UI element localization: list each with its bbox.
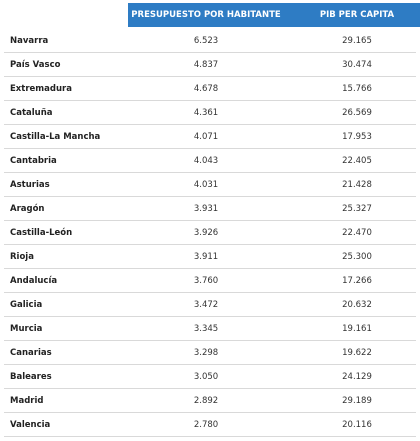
presupuesto-value: 6.523: [193, 36, 219, 46]
table-row: Madrid 2.892 29.189: [4, 389, 416, 413]
presupuesto-value: 3.911: [193, 252, 219, 262]
pib-value: 19.622: [342, 348, 372, 358]
region-name: Cantabria: [10, 156, 57, 166]
header-background: [128, 3, 420, 27]
region-name: Extremadura: [10, 84, 72, 94]
region-name: Navarra: [10, 36, 49, 46]
region-name: Valencia: [10, 420, 51, 430]
region-name: Aragón: [10, 204, 45, 214]
region-name: Castilla-La Mancha: [10, 132, 101, 142]
pib-value: 29.165: [342, 36, 372, 46]
pib-value: 22.470: [342, 228, 372, 238]
presupuesto-value: 4.043: [193, 156, 219, 166]
pib-value: 17.953: [342, 132, 372, 142]
region-name: Madrid: [10, 396, 44, 406]
region-name: Cataluña: [10, 108, 53, 118]
presupuesto-value: 3.472: [193, 300, 219, 310]
presupuesto-value: 2.780: [193, 420, 219, 430]
pib-value: 17.266: [342, 276, 372, 286]
presupuesto-value: 4.678: [193, 84, 219, 94]
region-name: Castilla-León: [10, 228, 73, 238]
table-row: Baleares 3.050 24.129: [4, 365, 416, 389]
presupuesto-value: 4.837: [193, 60, 219, 70]
presupuesto-value: 3.760: [193, 276, 219, 286]
region-name: País Vasco: [10, 60, 61, 70]
region-name: Murcia: [10, 324, 43, 334]
presupuesto-value: 4.031: [193, 180, 219, 190]
presupuesto-value: 3.926: [193, 228, 219, 238]
table-row: Murcia 3.345 19.161: [4, 317, 416, 341]
presupuesto-value: 4.361: [193, 108, 219, 118]
presupuesto-value: 2.892: [193, 396, 219, 406]
pib-value: 25.327: [342, 204, 372, 214]
pib-value: 25.300: [342, 252, 372, 262]
table-row: Castilla-León 3.926 22.470: [4, 221, 416, 245]
table-row: Canarias 3.298 19.622: [4, 341, 416, 365]
table-row: País Vasco 4.837 30.474: [4, 53, 416, 77]
presupuesto-value: 3.345: [193, 324, 219, 334]
pib-value: 20.632: [342, 300, 372, 310]
presupuesto-value: 3.050: [193, 372, 219, 382]
table-row: Castilla-La Mancha 4.071 17.953: [4, 125, 416, 149]
pib-value: 19.161: [342, 324, 372, 334]
table-row: Extremadura 4.678 15.766: [4, 77, 416, 101]
table-row: Galicia 3.472 20.632: [4, 293, 416, 317]
table-row: Cataluña 4.361 26.569: [4, 101, 416, 125]
region-name: Canarias: [10, 348, 52, 358]
region-name: Galicia: [10, 300, 43, 310]
table-row: Cantabria 4.043 22.405: [4, 149, 416, 173]
pib-value: 21.428: [342, 180, 372, 190]
pib-value: 20.116: [342, 420, 372, 430]
presupuesto-value: 4.071: [193, 132, 219, 142]
table-row: Aragón 3.931 25.327: [4, 197, 416, 221]
pib-value: 30.474: [342, 60, 372, 70]
header-pib: PIB PER CAPITA: [319, 10, 395, 20]
table-row: Andalucía 3.760 17.266: [4, 269, 416, 293]
pib-value: 29.189: [342, 396, 372, 406]
table-row: Navarra 6.523 29.165: [4, 29, 416, 53]
region-name: Andalucía: [10, 276, 58, 286]
pib-value: 24.129: [342, 372, 372, 382]
region-name: Rioja: [10, 252, 34, 262]
presupuesto-value: 3.298: [193, 348, 219, 358]
region-name: Asturias: [10, 180, 50, 190]
region-name: Baleares: [10, 372, 52, 382]
table-header: PRESUPUESTO POR HABITANTE PIB PER CAPITA: [0, 3, 420, 27]
table-row: Asturias 4.031 21.428: [4, 173, 416, 197]
table-row: Valencia 2.780 20.116: [4, 413, 416, 437]
pib-value: 15.766: [342, 84, 372, 94]
pib-value: 26.569: [342, 108, 372, 118]
header-presupuesto: PRESUPUESTO POR HABITANTE: [131, 10, 281, 20]
pib-value: 22.405: [342, 156, 372, 166]
table-row: Rioja 3.911 25.300: [4, 245, 416, 269]
presupuesto-value: 3.931: [193, 204, 219, 214]
